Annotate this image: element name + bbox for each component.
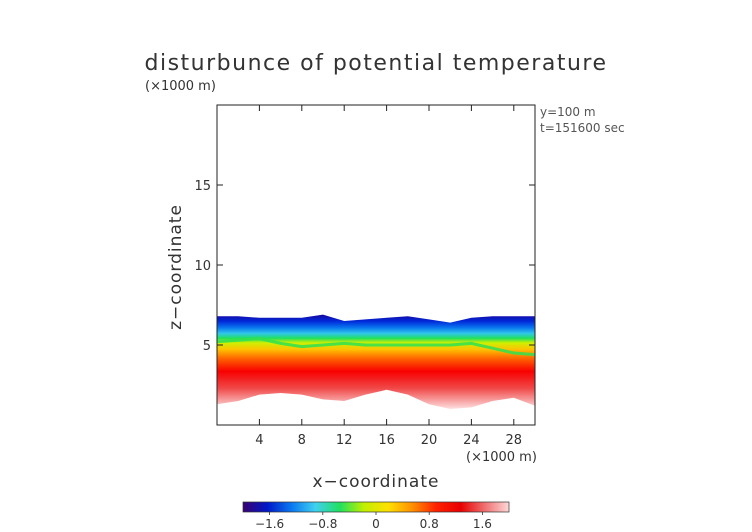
y-axis: 5 10 15 xyxy=(194,179,535,354)
x-tick-label: 4 xyxy=(255,433,263,448)
zero-contour xyxy=(217,337,535,357)
colorbar-tick-label: 0.8 xyxy=(420,517,439,531)
x-tick-label: 28 xyxy=(506,433,523,448)
colorbar-tick-label: −0.8 xyxy=(308,517,337,531)
colorbar-tick-label: 1.6 xyxy=(473,517,492,531)
y-tick-label: 5 xyxy=(203,339,211,354)
colorbar-tick-label: −1.6 xyxy=(255,517,284,531)
x-tick-label: 20 xyxy=(421,433,438,448)
x-axis-unit: (×1000 m) xyxy=(466,450,537,465)
y-axis-label: z−coordinate xyxy=(166,204,186,330)
x-tick-label: 12 xyxy=(336,433,353,448)
y-tick-label: 10 xyxy=(194,259,211,274)
x-tick-label: 16 xyxy=(378,433,395,448)
colorbar-ticks: −1.6 −0.8 0 0.8 1.6 xyxy=(255,512,492,531)
x-axis: 4 8 12 16 20 24 28 xyxy=(255,105,522,448)
temperature-field xyxy=(217,314,535,409)
x-tick-label: 24 xyxy=(463,433,480,448)
chart-title: disturbunce of potential temperature xyxy=(145,51,608,76)
y-tick-label: 15 xyxy=(194,179,211,194)
annotation-t: t=151600 sec xyxy=(540,121,625,135)
heatmap-field xyxy=(217,314,535,409)
colorbar xyxy=(242,501,510,513)
x-tick-label: 8 xyxy=(298,433,306,448)
x-axis-label: x−coordinate xyxy=(313,472,440,492)
y-axis-unit: (×1000 m) xyxy=(145,79,216,94)
colorbar-tick-label: 0 xyxy=(372,517,380,531)
annotation-y: y=100 m xyxy=(540,105,596,119)
